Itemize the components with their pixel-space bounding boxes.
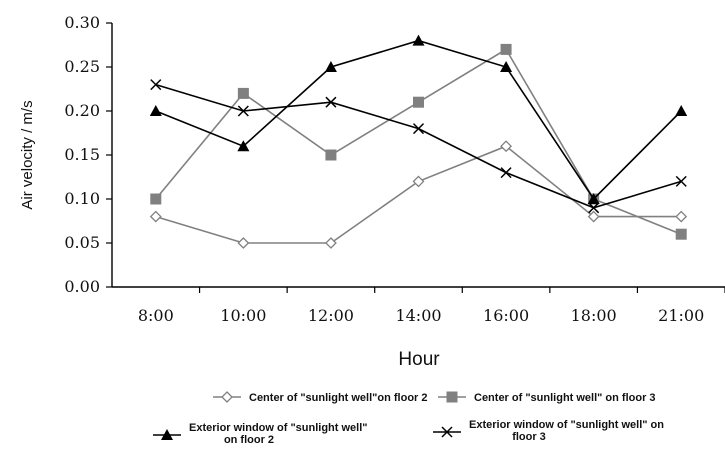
data-point [500, 167, 512, 179]
x-tick-label: 10:00 [220, 306, 266, 325]
legend-item: Center of "sunlight well"on floor 2 [213, 391, 428, 404]
legend-item: Exterior window of "sunlight well" onflo… [433, 419, 664, 443]
y-tick-label: 0.00 [64, 277, 100, 296]
legend-label: on floor 2 [224, 434, 274, 446]
series-group [149, 34, 688, 249]
y-axis-title: Air velocity / m/s [19, 100, 36, 209]
data-point [500, 140, 512, 153]
x-tick-label: 18:00 [571, 306, 617, 325]
x-tick-label: 21:00 [658, 306, 704, 325]
y-tick-label: 0.30 [64, 13, 100, 32]
data-point [587, 193, 600, 204]
data-point [161, 429, 173, 440]
data-point [412, 123, 425, 135]
data-point [675, 105, 688, 116]
y-tick-label: 0.05 [64, 233, 100, 252]
data-point [412, 175, 425, 188]
data-point [237, 105, 249, 117]
data-point [412, 34, 425, 46]
legend-label: Center of "sunlight well" on floor 3 [474, 392, 656, 404]
data-point [150, 79, 162, 91]
data-point [588, 202, 600, 214]
x-tick-labels: 8:00 10:00 12:00 14:00 16:00 18:00 21:00 [138, 306, 704, 325]
legend-label: floor 3 [512, 431, 546, 443]
data-point [675, 228, 687, 240]
series-1 [149, 140, 688, 249]
y-tick-label: 0.15 [64, 145, 100, 164]
y-tick-label: 0.10 [64, 189, 100, 208]
x-tick-label: 8:00 [138, 306, 174, 325]
series-line [155, 48, 682, 235]
data-point [587, 210, 600, 223]
x-axis-title: Hour [398, 349, 440, 370]
legend-label: Exterior window of "sunlight well" [189, 422, 368, 434]
data-point [325, 237, 337, 249]
data-point [441, 426, 453, 438]
data-point [149, 210, 162, 223]
data-point [324, 61, 337, 72]
data-point [237, 237, 250, 249]
legend-item: Exterior window of "sunlight well"on flo… [153, 422, 368, 446]
data-point [675, 210, 688, 223]
y-tick-label: 0.20 [64, 101, 100, 120]
data-point [150, 193, 162, 205]
data-point [325, 149, 337, 161]
series-3 [149, 34, 688, 204]
data-point [237, 140, 250, 152]
legend: Center of "sunlight well"on floor 2 Cente… [153, 391, 664, 446]
legend-label: Exterior window of "sunlight well" on [469, 419, 664, 431]
data-point [500, 61, 513, 72]
x-tick-label: 16:00 [483, 306, 529, 325]
data-point [237, 87, 249, 99]
data-point [221, 391, 233, 403]
series-line [155, 39, 682, 201]
series-line [155, 145, 682, 244]
legend-label: Center of "sunlight well"on floor 2 [249, 392, 428, 404]
y-tick-label: 0.25 [64, 57, 100, 76]
data-point [446, 391, 458, 403]
data-point [149, 105, 162, 116]
x-tick-label: 12:00 [308, 306, 354, 325]
data-point [413, 96, 424, 108]
data-point [325, 96, 337, 108]
chart-axes [106, 22, 725, 293]
data-point [500, 43, 512, 55]
series-4 [150, 79, 687, 214]
x-tick-label: 14:00 [395, 306, 441, 325]
y-tick-labels: 0.00 0.05 0.10 0.15 0.20 0.25 0.30 [64, 13, 100, 296]
data-point [675, 175, 687, 187]
legend-item: Center of "sunlight well" on floor 3 [438, 391, 656, 404]
